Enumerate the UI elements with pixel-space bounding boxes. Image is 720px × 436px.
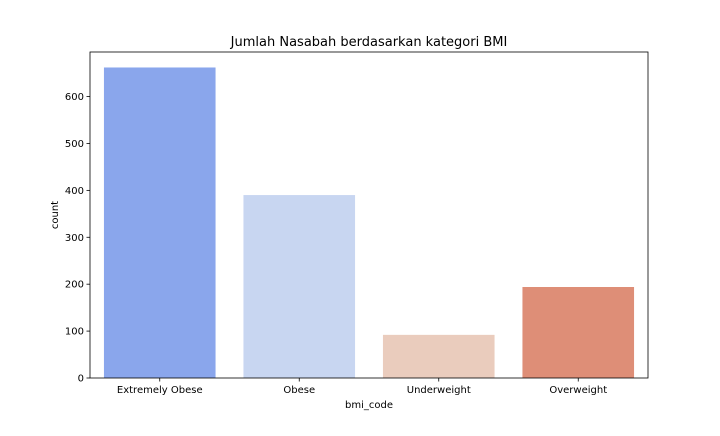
y-tick-label: 200 xyxy=(65,280,84,291)
chart-title: Jumlah Nasabah berdasarkan kategori BMI xyxy=(230,35,508,50)
y-tick-label: 600 xyxy=(65,92,84,103)
bar-underweight xyxy=(382,334,495,378)
y-axis-label: count xyxy=(50,201,61,229)
bar-overweight xyxy=(522,287,635,378)
bars-group xyxy=(103,67,635,378)
y-tick-label: 300 xyxy=(65,233,84,244)
y-tick-label: 500 xyxy=(65,139,84,150)
y-axis: 0 100 200 300 400 500 600 xyxy=(65,92,90,385)
bar-obese xyxy=(243,195,356,378)
x-axis-label: bmi_code xyxy=(345,400,393,411)
y-tick-label: 400 xyxy=(65,186,84,197)
x-axis: Extremely Obese Obese Underweight Overweigh… xyxy=(117,378,607,396)
plot-area-frame xyxy=(89,51,649,379)
x-tick-label: Obese xyxy=(283,385,315,396)
x-tick-label: Underweight xyxy=(407,385,471,396)
y-tick-label: 0 xyxy=(78,374,84,385)
x-tick-label: Overweight xyxy=(549,385,607,396)
x-tick-label: Extremely Obese xyxy=(117,385,203,396)
bar-extremely-obese xyxy=(103,67,216,378)
y-tick-label: 100 xyxy=(65,327,84,338)
